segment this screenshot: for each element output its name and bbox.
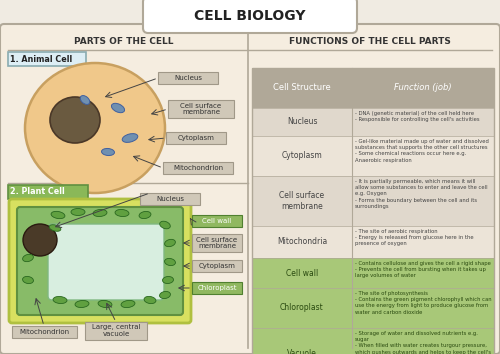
- FancyBboxPatch shape: [9, 199, 191, 323]
- Bar: [252, 176, 494, 226]
- Ellipse shape: [75, 301, 89, 308]
- FancyBboxPatch shape: [192, 215, 242, 227]
- FancyBboxPatch shape: [166, 132, 226, 144]
- Text: Cell surface
membrane: Cell surface membrane: [280, 191, 324, 211]
- Bar: [252, 68, 494, 108]
- Bar: [252, 68, 494, 354]
- Text: Mitochondrion: Mitochondrion: [173, 165, 223, 171]
- Text: Cytoplasm: Cytoplasm: [178, 135, 214, 141]
- Text: - Storage of water and dissolved nutrients e.g.
sugar
- When filled with water c: - Storage of water and dissolved nutrien…: [355, 331, 491, 354]
- Text: FUNCTIONS OF THE CELL PARTS: FUNCTIONS OF THE CELL PARTS: [289, 38, 451, 46]
- Text: 1. Animal Cell: 1. Animal Cell: [10, 55, 72, 63]
- Text: - The site of aerobic respiration
- Energy is released from glucose here in the
: - The site of aerobic respiration - Ener…: [355, 229, 474, 246]
- Text: Cell Structure: Cell Structure: [273, 84, 331, 92]
- Ellipse shape: [121, 301, 135, 308]
- Ellipse shape: [22, 254, 34, 262]
- Ellipse shape: [49, 225, 61, 231]
- Bar: [252, 328, 494, 354]
- Ellipse shape: [98, 301, 112, 308]
- Text: Nucleus: Nucleus: [156, 196, 184, 202]
- Ellipse shape: [93, 210, 107, 217]
- FancyBboxPatch shape: [17, 207, 183, 315]
- FancyBboxPatch shape: [168, 100, 234, 118]
- Bar: [252, 288, 494, 328]
- FancyBboxPatch shape: [140, 193, 200, 205]
- Text: Cell surface
membrane: Cell surface membrane: [180, 103, 222, 115]
- Bar: [252, 108, 494, 136]
- Ellipse shape: [160, 221, 170, 229]
- Text: - Gel-like material made up of water and dissolved
substances that supports the : - Gel-like material made up of water and…: [355, 139, 489, 162]
- Text: - The site of photosynthesis
- Contains the green pigment chlorophyll which can
: - The site of photosynthesis - Contains …: [355, 291, 492, 315]
- FancyBboxPatch shape: [163, 162, 233, 174]
- Ellipse shape: [22, 276, 34, 284]
- Text: Cytoplasm: Cytoplasm: [198, 263, 235, 269]
- Text: Cell surface
membrane: Cell surface membrane: [196, 236, 237, 250]
- FancyBboxPatch shape: [0, 24, 500, 354]
- Text: - It is partially permeable, which means it will
allow some substances to enter : - It is partially permeable, which means…: [355, 179, 488, 209]
- Ellipse shape: [50, 97, 100, 143]
- Ellipse shape: [164, 239, 175, 247]
- Text: Chloroplast: Chloroplast: [197, 285, 237, 291]
- Text: PARTS OF THE CELL: PARTS OF THE CELL: [74, 38, 174, 46]
- FancyBboxPatch shape: [48, 224, 164, 300]
- Text: Nucleus: Nucleus: [174, 75, 202, 81]
- Ellipse shape: [162, 276, 173, 284]
- Text: Cell wall: Cell wall: [286, 268, 318, 278]
- Ellipse shape: [51, 211, 65, 219]
- Text: - DNA (genetic material) of the cell held here
- Responsible for controlling the: - DNA (genetic material) of the cell hel…: [355, 111, 480, 122]
- Ellipse shape: [23, 224, 57, 256]
- FancyBboxPatch shape: [12, 326, 77, 338]
- Text: Chloroplast: Chloroplast: [280, 303, 324, 313]
- Text: Mitochondrion: Mitochondrion: [20, 329, 70, 335]
- Bar: [252, 226, 494, 258]
- Ellipse shape: [112, 103, 124, 113]
- FancyBboxPatch shape: [8, 185, 88, 199]
- Ellipse shape: [71, 209, 85, 216]
- Ellipse shape: [160, 291, 170, 298]
- Ellipse shape: [164, 258, 175, 266]
- Text: Mitochondria: Mitochondria: [277, 238, 327, 246]
- Ellipse shape: [144, 296, 156, 304]
- Text: CELL BIOLOGY: CELL BIOLOGY: [194, 9, 306, 23]
- Ellipse shape: [122, 133, 138, 142]
- Text: Function (job): Function (job): [394, 84, 452, 92]
- Text: Cytoplasm: Cytoplasm: [282, 152, 323, 160]
- Ellipse shape: [115, 210, 129, 217]
- Bar: [252, 136, 494, 176]
- FancyBboxPatch shape: [8, 52, 86, 66]
- Text: 2. Plant Cell: 2. Plant Cell: [10, 188, 65, 196]
- Ellipse shape: [25, 63, 165, 193]
- Ellipse shape: [139, 211, 151, 219]
- FancyBboxPatch shape: [85, 322, 147, 340]
- Text: Vacuole: Vacuole: [287, 348, 317, 354]
- Text: Large, central
vacuole: Large, central vacuole: [92, 325, 140, 337]
- FancyBboxPatch shape: [192, 234, 242, 252]
- FancyBboxPatch shape: [192, 260, 242, 272]
- FancyBboxPatch shape: [158, 72, 218, 84]
- FancyBboxPatch shape: [143, 0, 357, 33]
- FancyBboxPatch shape: [192, 282, 242, 294]
- Text: - Contains cellulose and gives the cell a rigid shape
- Prevents the cell from b: - Contains cellulose and gives the cell …: [355, 261, 491, 278]
- Text: Nucleus: Nucleus: [287, 118, 318, 126]
- Text: Cell wall: Cell wall: [202, 218, 232, 224]
- Ellipse shape: [80, 96, 90, 104]
- Ellipse shape: [53, 296, 67, 303]
- Bar: [252, 258, 494, 288]
- Ellipse shape: [102, 148, 114, 155]
